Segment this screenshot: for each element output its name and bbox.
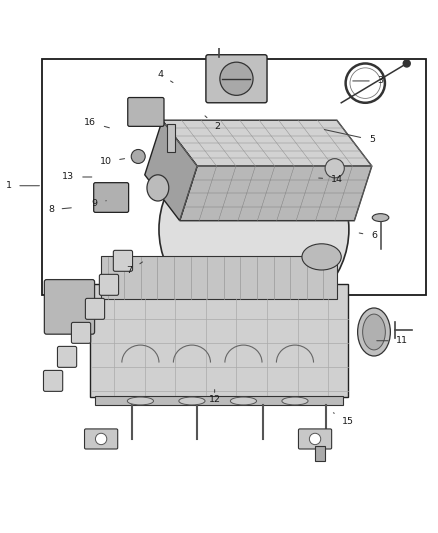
Polygon shape — [162, 120, 372, 166]
Text: 15: 15 — [333, 413, 354, 426]
Bar — [101, 256, 337, 299]
FancyBboxPatch shape — [94, 183, 129, 212]
Text: 3: 3 — [353, 76, 384, 85]
Bar — [167, 124, 175, 152]
FancyBboxPatch shape — [99, 274, 119, 295]
Ellipse shape — [127, 397, 153, 405]
Circle shape — [220, 62, 253, 95]
Text: 4: 4 — [157, 70, 173, 83]
Text: 10: 10 — [99, 157, 124, 166]
Circle shape — [403, 60, 410, 67]
Ellipse shape — [159, 138, 349, 321]
FancyBboxPatch shape — [43, 370, 63, 391]
Polygon shape — [180, 166, 372, 221]
Text: 9: 9 — [92, 199, 106, 208]
FancyBboxPatch shape — [44, 280, 95, 334]
Text: 2: 2 — [205, 116, 220, 131]
Text: 6: 6 — [359, 231, 377, 240]
Ellipse shape — [147, 175, 169, 201]
Ellipse shape — [302, 244, 341, 270]
Bar — [90, 284, 348, 398]
Text: 5: 5 — [324, 130, 375, 144]
FancyBboxPatch shape — [57, 346, 77, 367]
Circle shape — [350, 68, 381, 99]
Text: 8: 8 — [48, 205, 71, 214]
Ellipse shape — [372, 214, 389, 222]
FancyBboxPatch shape — [128, 98, 164, 126]
Circle shape — [325, 159, 344, 178]
Ellipse shape — [282, 397, 308, 405]
Text: 7: 7 — [127, 262, 142, 276]
Ellipse shape — [357, 308, 390, 356]
Circle shape — [131, 149, 145, 164]
Text: 16: 16 — [84, 118, 110, 128]
Text: 13: 13 — [62, 173, 92, 182]
Text: 11: 11 — [377, 336, 408, 345]
Ellipse shape — [179, 397, 205, 405]
FancyBboxPatch shape — [315, 446, 325, 461]
Circle shape — [346, 63, 385, 103]
Text: 12: 12 — [208, 390, 221, 404]
FancyBboxPatch shape — [113, 251, 133, 271]
Text: 1: 1 — [6, 181, 39, 190]
FancyBboxPatch shape — [206, 55, 267, 103]
Ellipse shape — [363, 314, 385, 350]
Bar — [95, 395, 343, 405]
Ellipse shape — [230, 397, 257, 405]
FancyBboxPatch shape — [298, 429, 332, 449]
FancyBboxPatch shape — [71, 322, 91, 343]
FancyBboxPatch shape — [85, 298, 105, 319]
Bar — [42, 59, 426, 295]
Circle shape — [95, 433, 107, 445]
Circle shape — [309, 433, 321, 445]
Text: 14: 14 — [319, 175, 343, 184]
Polygon shape — [145, 120, 197, 221]
FancyBboxPatch shape — [85, 429, 118, 449]
